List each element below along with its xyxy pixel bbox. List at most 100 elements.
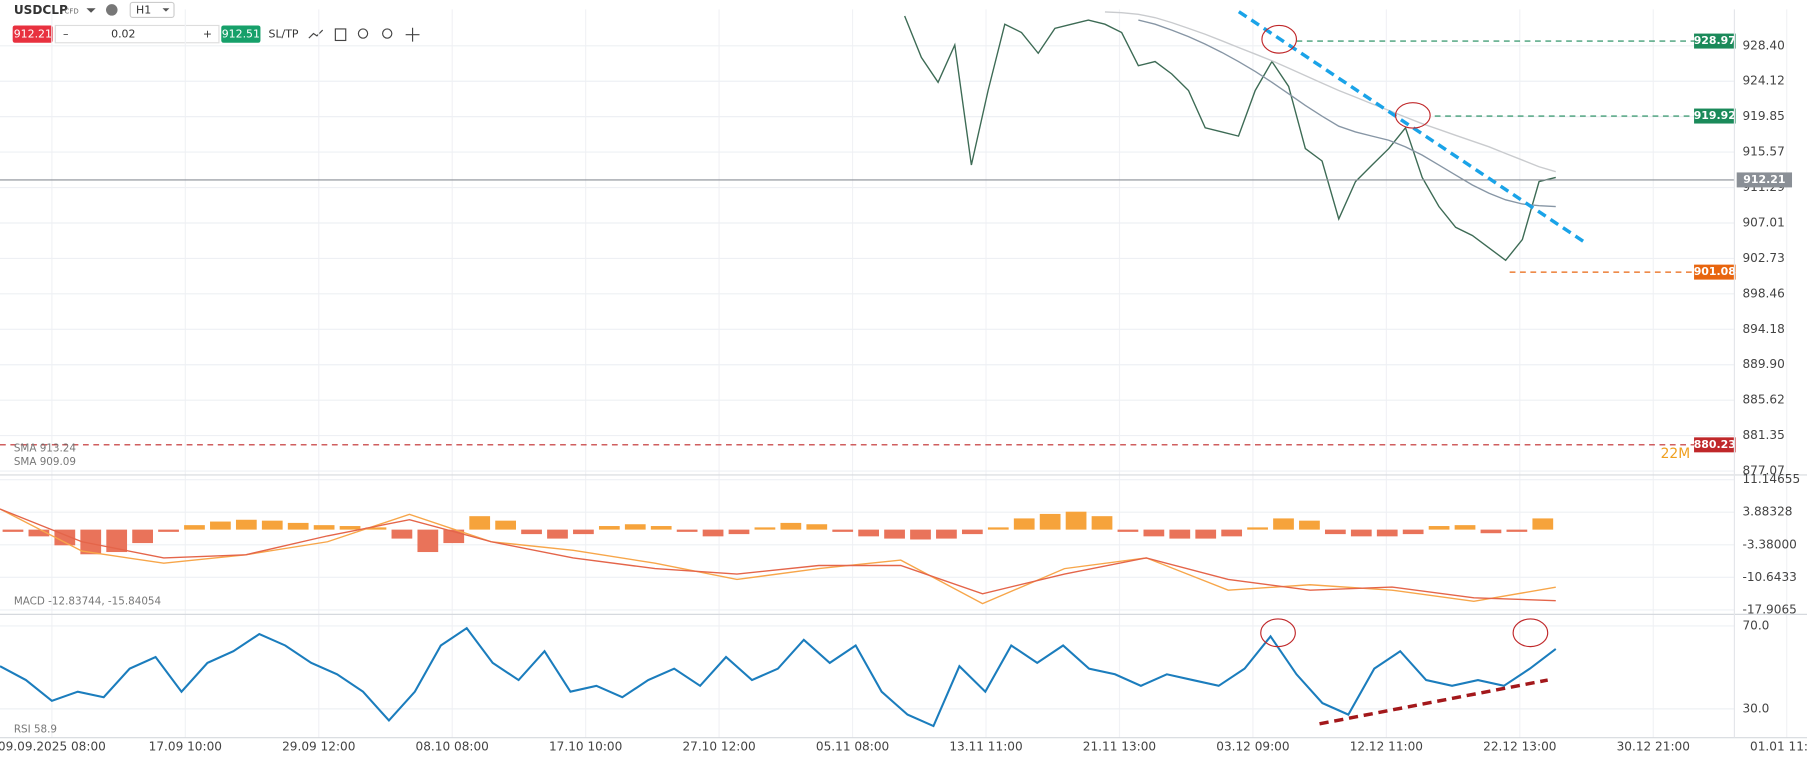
histogram-bar — [1402, 529, 1424, 535]
indicator-tool[interactable] — [334, 28, 347, 42]
price-level-label: 928.97 — [1694, 34, 1736, 47]
time-label: 27.10 12:00 — [682, 739, 755, 753]
instrument-type: CFD — [65, 8, 79, 16]
price-level-box — [1694, 264, 1736, 280]
sltp-button[interactable]: SL/TP — [269, 28, 299, 41]
highlight-circle — [1261, 24, 1298, 54]
price-level-label: 880.23 — [1694, 438, 1736, 451]
crosshair-tool[interactable] — [405, 27, 420, 42]
y-tick-label: 11.14655 — [1742, 472, 1800, 486]
timeframe-select[interactable] — [129, 1, 175, 18]
histogram-bar — [1195, 529, 1217, 539]
histogram-bar — [1532, 518, 1554, 530]
timeframe: H1 — [136, 3, 151, 16]
y-tick-label: 924.12 — [1742, 74, 1784, 88]
symbol-dropdown[interactable] — [86, 8, 96, 13]
symbol[interactable]: USDCLP — [14, 3, 68, 17]
y-tick-label: 919.85 — [1742, 109, 1784, 123]
time-label: 30.12 21:00 — [1617, 739, 1690, 753]
volume-plus[interactable]: + — [203, 28, 212, 41]
y-tick-label: 894.18 — [1742, 322, 1784, 336]
y-tick-label: 877.07 — [1742, 464, 1784, 478]
time-label: 01.01 11:00 — [1750, 739, 1807, 753]
histogram-bar — [806, 524, 828, 530]
histogram-bar — [1117, 529, 1139, 532]
price-level-label: 912.21 — [1743, 173, 1785, 186]
time-label: 17.09 10:00 — [149, 739, 222, 753]
histogram-bar — [1324, 529, 1346, 535]
histogram-bar — [1273, 518, 1294, 530]
histogram-bar — [728, 529, 750, 535]
histogram-bar — [28, 529, 50, 537]
histogram-bar — [1143, 529, 1165, 537]
line-tool[interactable] — [308, 29, 324, 39]
price-level-label: 919.92 — [1694, 109, 1736, 122]
histogram-bar — [365, 527, 387, 530]
volume-minus[interactable]: – — [63, 28, 68, 41]
histogram-bar — [1480, 529, 1502, 534]
legend-label: SMA 913.24 — [14, 442, 77, 454]
histogram-bar — [702, 529, 724, 537]
histogram-bar — [184, 525, 205, 530]
histogram-bar — [1506, 529, 1528, 532]
histogram-bar — [287, 522, 309, 530]
histogram-bar — [676, 529, 698, 532]
time-label: 08.10 08:00 — [416, 739, 489, 753]
histogram-bar — [106, 529, 128, 553]
price-level-label: 901.08 — [1694, 265, 1736, 278]
time-label: 03.12 09:00 — [1216, 739, 1289, 753]
sell-button[interactable] — [12, 25, 54, 43]
time-label: 13.11 11:00 — [949, 739, 1022, 753]
volume-input[interactable]: 0.02 — [111, 28, 135, 41]
y-tick-label: -3.38000 — [1742, 537, 1796, 551]
y-tick-label: 907.01 — [1742, 215, 1784, 229]
buy-button[interactable] — [221, 25, 261, 43]
info-icon[interactable] — [106, 4, 118, 16]
y-tick-label: 902.73 — [1742, 251, 1784, 265]
highlight-circle — [1260, 618, 1296, 648]
timeframe-arrow — [162, 8, 170, 12]
histogram-bar — [780, 522, 802, 530]
series-line — [1104, 11, 1556, 173]
histogram-bar — [858, 529, 880, 537]
histogram-bar — [1299, 520, 1320, 530]
highlight-circle — [1395, 102, 1431, 129]
price-level-box — [1736, 172, 1793, 188]
histogram-bar — [884, 529, 905, 539]
y-tick-label: -17.9065 — [1742, 602, 1796, 616]
histogram-bar — [1065, 511, 1087, 530]
divergence-line — [1319, 678, 1549, 726]
price-level-box — [1694, 108, 1736, 124]
histogram-bar — [1376, 529, 1398, 537]
sell-price: 912.21 — [14, 28, 52, 41]
panel — [0, 479, 1735, 611]
histogram-bar — [547, 529, 568, 539]
time-label: 29.09 12:00 — [282, 739, 355, 753]
histogram-bar — [495, 520, 516, 530]
y-tick-label: -10.6433 — [1742, 570, 1796, 584]
price-level-box — [1694, 33, 1736, 49]
zoom-out[interactable] — [357, 28, 369, 39]
time-label: 12.12 11:00 — [1350, 739, 1423, 753]
series-line — [0, 626, 1557, 728]
histogram-bar — [1013, 518, 1035, 530]
toolbar: USDCLP CFD H1 912.21 – 0.02 + 912.51 SL/… — [12, 1, 420, 44]
time-label: 05.11 08:00 — [816, 739, 889, 753]
legend-label: MACD -12.83744, -15.84054 — [14, 596, 162, 608]
histogram-bar — [313, 525, 335, 530]
time-label: 22.12 13:00 — [1483, 739, 1556, 753]
buy-price: 912.51 — [222, 28, 260, 41]
histogram-bar — [158, 529, 179, 532]
histogram-bar — [598, 526, 620, 530]
histogram-bar — [417, 529, 439, 553]
histogram-bar — [132, 529, 153, 544]
zoom-in[interactable] — [382, 28, 393, 39]
time-label: 09.09.2025 08:00 — [0, 739, 106, 753]
histogram-bar — [832, 529, 854, 532]
histogram-bar — [936, 529, 957, 539]
series-line — [1138, 19, 1556, 208]
histogram-bar — [910, 529, 931, 540]
series-line — [0, 508, 1556, 602]
histogram-bar — [391, 529, 413, 539]
